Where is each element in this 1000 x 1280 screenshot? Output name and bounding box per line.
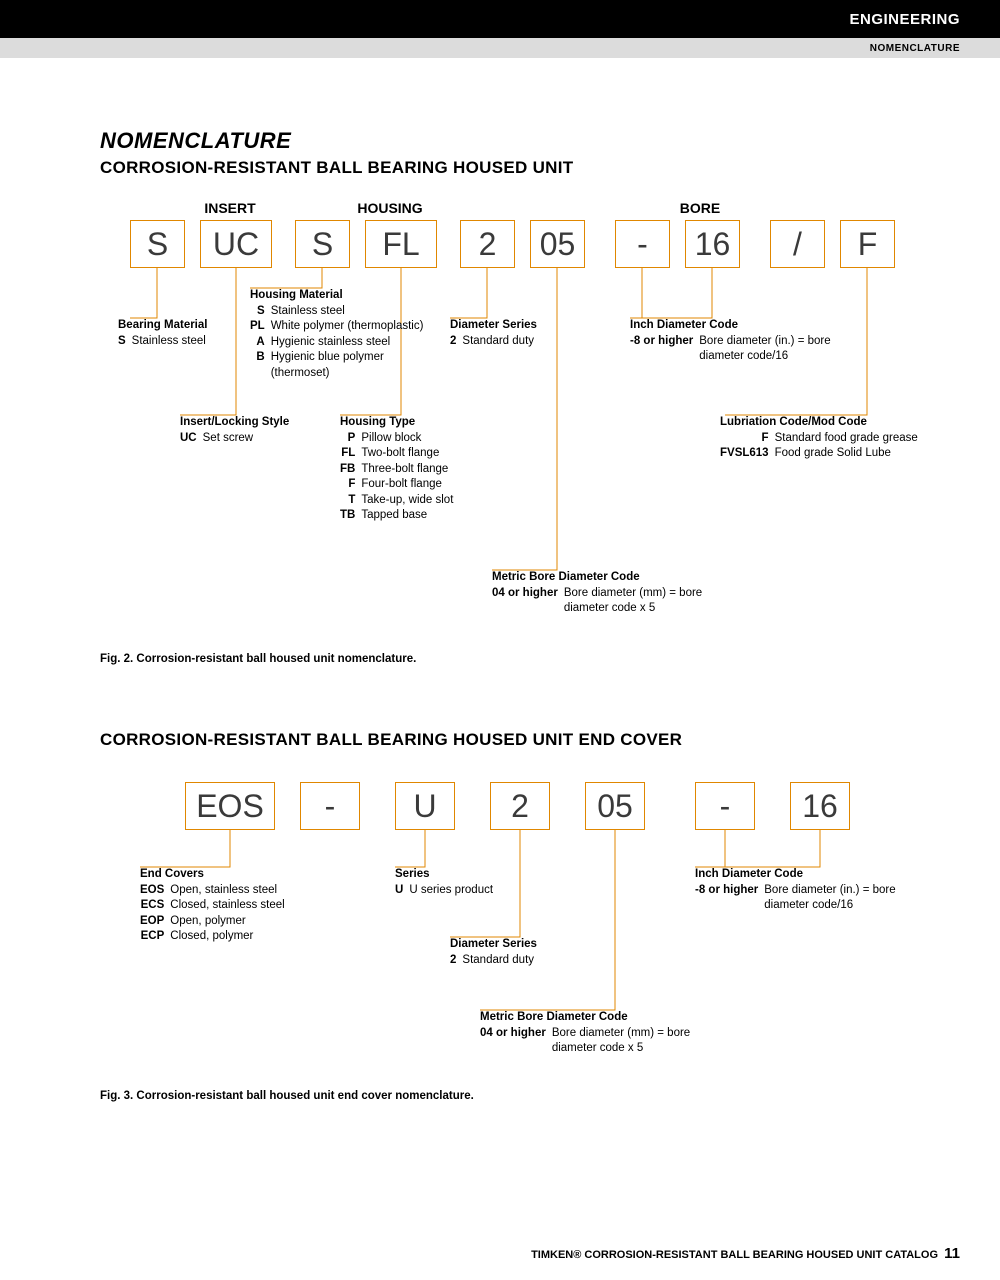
- legend-diameter-series: Diameter Series 2Standard duty: [450, 318, 590, 349]
- code-box: 16: [685, 220, 740, 268]
- legend2-metric-bore: Metric Bore Diameter Code 04 or higherBo…: [480, 1010, 740, 1057]
- code-box: -: [300, 782, 360, 830]
- legend2-inch-diameter: Inch Diameter Code -8 or higherBore diam…: [695, 867, 915, 914]
- header-black: ENGINEERING: [0, 0, 1000, 38]
- code-box: U: [395, 782, 455, 830]
- code-box: UC: [200, 220, 272, 268]
- code-box: -: [615, 220, 670, 268]
- footer-page: 11: [944, 1245, 960, 1262]
- group-insert: INSERT: [170, 200, 290, 216]
- code-box: S: [130, 220, 185, 268]
- group-housing: HOUSING: [330, 200, 450, 216]
- legend-lubrication: Lubriation Code/Mod Code FStandard food …: [720, 415, 930, 462]
- legend-inch-diameter: Inch Diameter Code -8 or higherBore diam…: [630, 318, 850, 365]
- code-box: /: [770, 220, 825, 268]
- code-box: 2: [490, 782, 550, 830]
- subtitle-2: CORROSION-RESISTANT BALL BEARING HOUSED …: [100, 730, 950, 750]
- header-subsection: NOMENCLATURE: [870, 43, 960, 54]
- legend2-end-covers: End Covers EOSOpen, stainless steelECSCl…: [140, 867, 370, 945]
- legend-housing-type: Housing Type PPillow blockFLTwo-bolt fla…: [340, 415, 510, 524]
- code-box: FL: [365, 220, 437, 268]
- footer-text: TIMKEN® CORROSION-RESISTANT BALL BEARING…: [531, 1249, 938, 1261]
- code-box: 05: [530, 220, 585, 268]
- code-box: F: [840, 220, 895, 268]
- legend2-diameter-series: Diameter Series 2Standard duty: [450, 937, 600, 968]
- legend-housing-material: Housing Material SStainless steelPLWhite…: [250, 288, 430, 381]
- legend2-series: Series UU series product: [395, 867, 535, 898]
- caption-2: Fig. 3. Corrosion-resistant ball housed …: [100, 1090, 474, 1102]
- group-bore: BORE: [640, 200, 760, 216]
- diagram-2: EOS-U205-16 End Covers EOSOpen,: [100, 772, 950, 1142]
- caption-1: Fig. 2. Corrosion-resistant ball housed …: [100, 653, 416, 665]
- legend-insert-locking: Insert/Locking Style UCSet screw: [180, 415, 330, 446]
- footer: TIMKEN® CORROSION-RESISTANT BALL BEARING…: [531, 1245, 960, 1262]
- header-gray: NOMENCLATURE: [0, 38, 1000, 58]
- legend-bearing-material: Bearing Material SStainless steel: [118, 318, 258, 349]
- code-box: 2: [460, 220, 515, 268]
- page-content: NOMENCLATURE CORROSION-RESISTANT BALL BE…: [0, 58, 1000, 1162]
- code-box: 16: [790, 782, 850, 830]
- legend-metric-bore: Metric Bore Diameter Code 04 or higherBo…: [492, 570, 752, 617]
- code-box: -: [695, 782, 755, 830]
- subtitle-1: CORROSION-RESISTANT BALL BEARING HOUSED …: [100, 158, 950, 178]
- code-box: S: [295, 220, 350, 268]
- title-nomenclature: NOMENCLATURE: [100, 128, 950, 154]
- header-section: ENGINEERING: [849, 11, 960, 28]
- diagram-1: INSERT HOUSING BORE S UC S FL 2 05-16 / F: [100, 200, 950, 700]
- code-box: 05: [585, 782, 645, 830]
- code-box: EOS: [185, 782, 275, 830]
